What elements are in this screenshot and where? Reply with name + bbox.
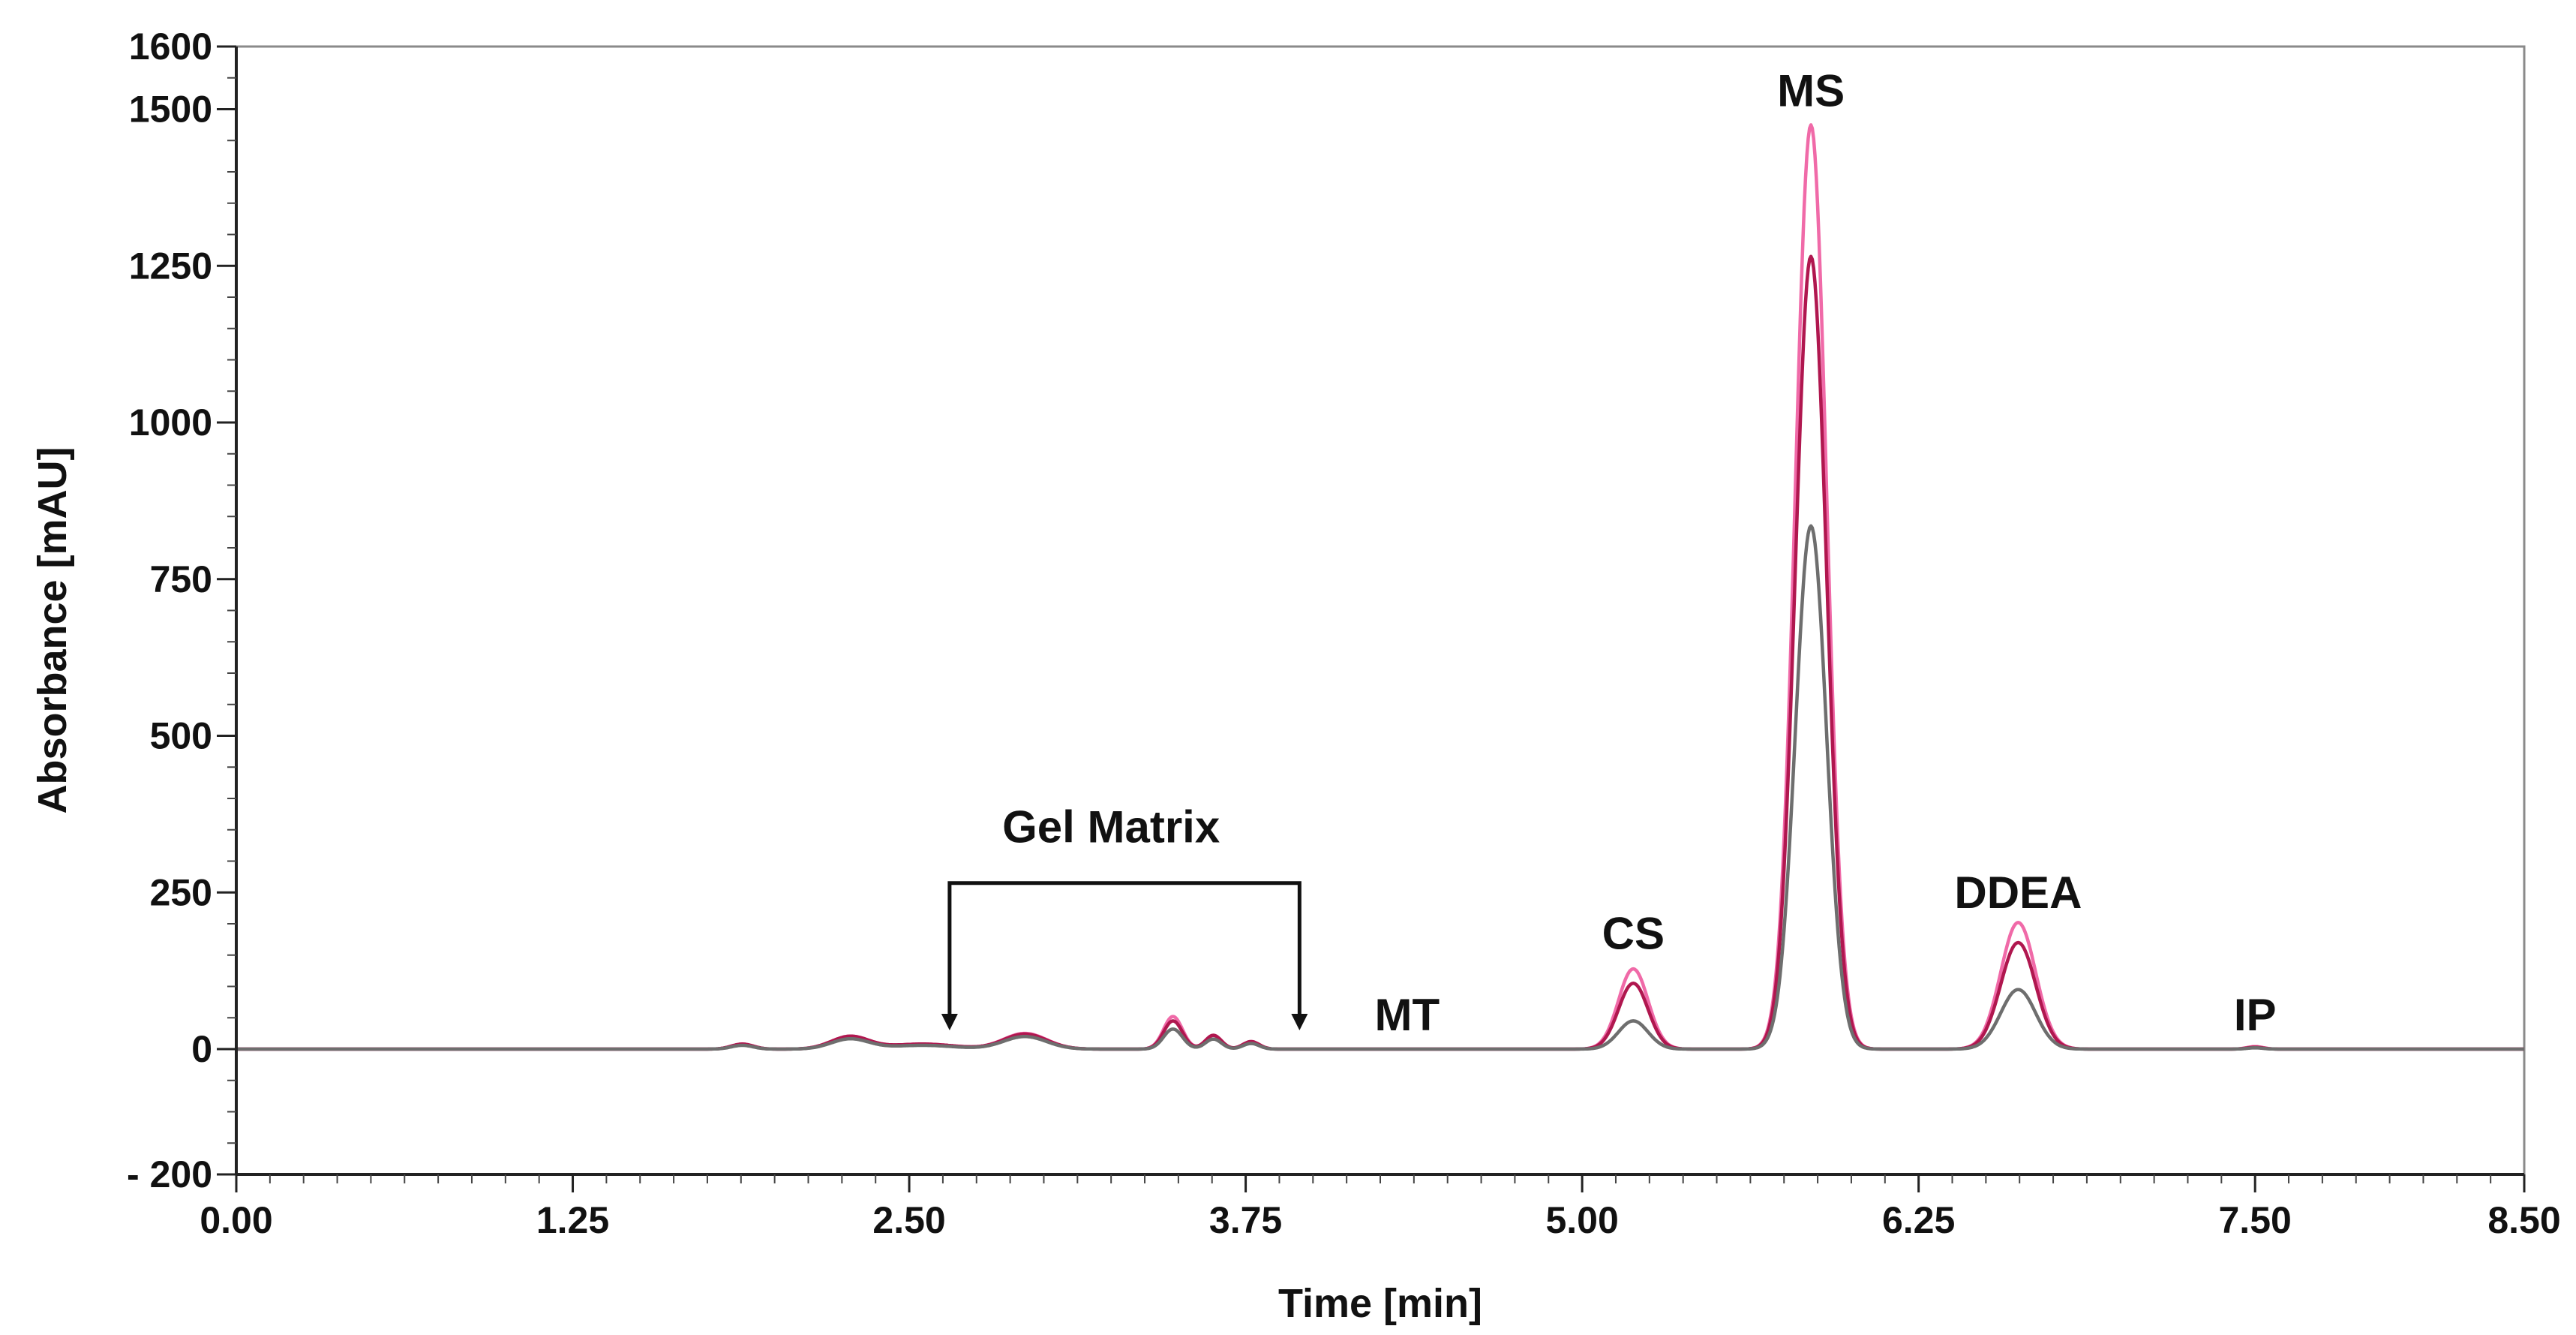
trace-group — [236, 123, 2525, 1051]
bracket-arrow-left — [941, 1013, 958, 1030]
x-tick-label: 3.75 — [1209, 1199, 1282, 1241]
annotation-ip: IP — [2234, 990, 2277, 1040]
bracket-arrow-right — [1291, 1013, 1308, 1030]
x-axis-title: Time [min] — [1278, 1281, 1482, 1326]
x-tick-label: 1.25 — [536, 1199, 609, 1241]
axes-group: - 200 0 250 500 750 1000 1250 1500 1600 0.00 1.25 2… — [127, 26, 2561, 1241]
y-tick-label: 250 — [150, 871, 212, 913]
y-tick-label: 1600 — [129, 26, 212, 68]
x-tick-label: 2.50 — [872, 1199, 945, 1241]
y-tick-label: 1000 — [129, 401, 212, 443]
series-line-trace-gray — [236, 524, 2525, 1051]
x-tick-label: 8.50 — [2487, 1199, 2560, 1241]
y-tick-label: 1250 — [129, 245, 212, 287]
y-tick-label: 1500 — [129, 89, 212, 131]
x-tick-label: 7.50 — [2219, 1199, 2292, 1241]
annotation-cs: CS — [1602, 908, 1665, 958]
annotation-ddea: DDEA — [1954, 867, 2082, 918]
gel-matrix-bracket — [947, 881, 1302, 1017]
annotation-gel-matrix: Gel Matrix — [1002, 801, 1220, 852]
annotation-mt: MT — [1375, 990, 1440, 1040]
y-tick-label: 0 — [191, 1028, 212, 1070]
y-tick-label: 750 — [150, 558, 212, 600]
x-tick-label: 0.00 — [200, 1199, 272, 1241]
annotation-group: MS CS DDEA MT IP Gel Matrix — [941, 65, 2277, 1040]
y-axis-title: Absorbance [mAU] — [30, 447, 75, 813]
x-tick-label: 6.25 — [1882, 1199, 1955, 1241]
y-tick-label: - 200 — [127, 1153, 212, 1195]
x-tick-label: 5.00 — [1545, 1199, 1618, 1241]
annotation-ms: MS — [1777, 65, 1845, 116]
y-tick-label: 500 — [150, 715, 212, 757]
